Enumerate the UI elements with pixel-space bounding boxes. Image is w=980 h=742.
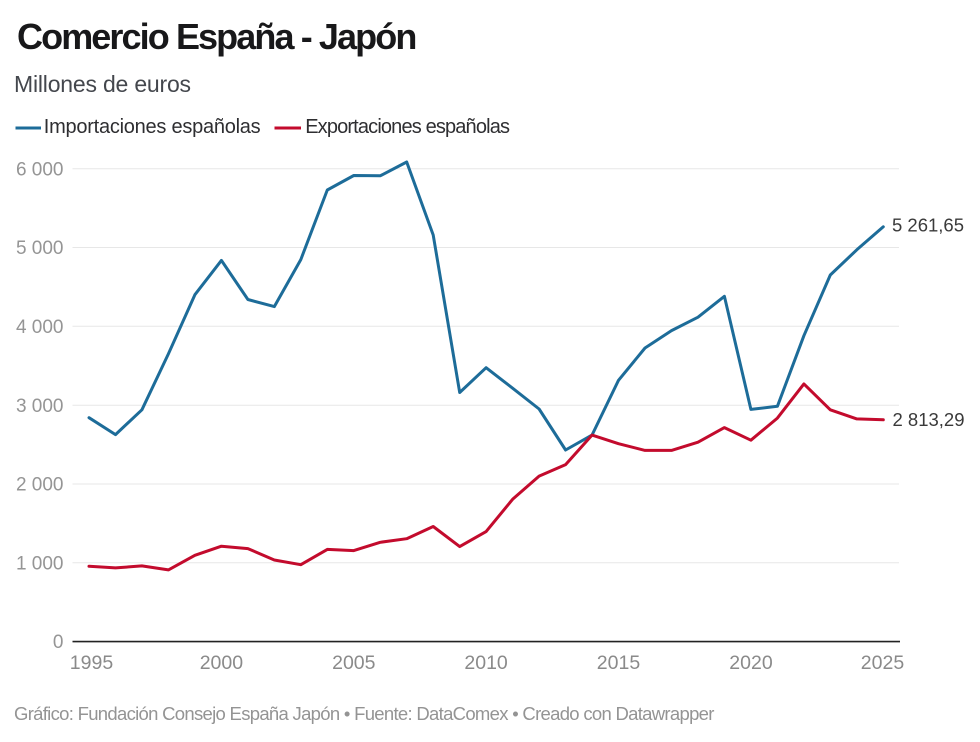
svg-text:Importaciones españolas: Importaciones españolas [44, 116, 261, 138]
svg-text:5 261,65: 5 261,65 [892, 215, 964, 236]
svg-text:1995: 1995 [70, 652, 114, 674]
svg-text:2015: 2015 [597, 652, 641, 674]
svg-text:2 813,29: 2 813,29 [893, 409, 965, 430]
svg-text:3 000: 3 000 [16, 396, 64, 417]
svg-text:6 000: 6 000 [16, 159, 64, 180]
svg-text:2020: 2020 [729, 652, 773, 674]
svg-text:2 000: 2 000 [16, 475, 64, 496]
svg-text:2025: 2025 [861, 652, 905, 674]
svg-text:0: 0 [53, 632, 64, 653]
svg-text:1 000: 1 000 [16, 553, 64, 574]
svg-text:4 000: 4 000 [16, 317, 64, 338]
svg-text:Exportaciones españolas: Exportaciones españolas [305, 116, 510, 138]
svg-text:2000: 2000 [200, 652, 244, 674]
svg-text:2010: 2010 [464, 652, 508, 674]
svg-text:5 000: 5 000 [16, 238, 64, 259]
svg-text:2005: 2005 [332, 652, 376, 674]
